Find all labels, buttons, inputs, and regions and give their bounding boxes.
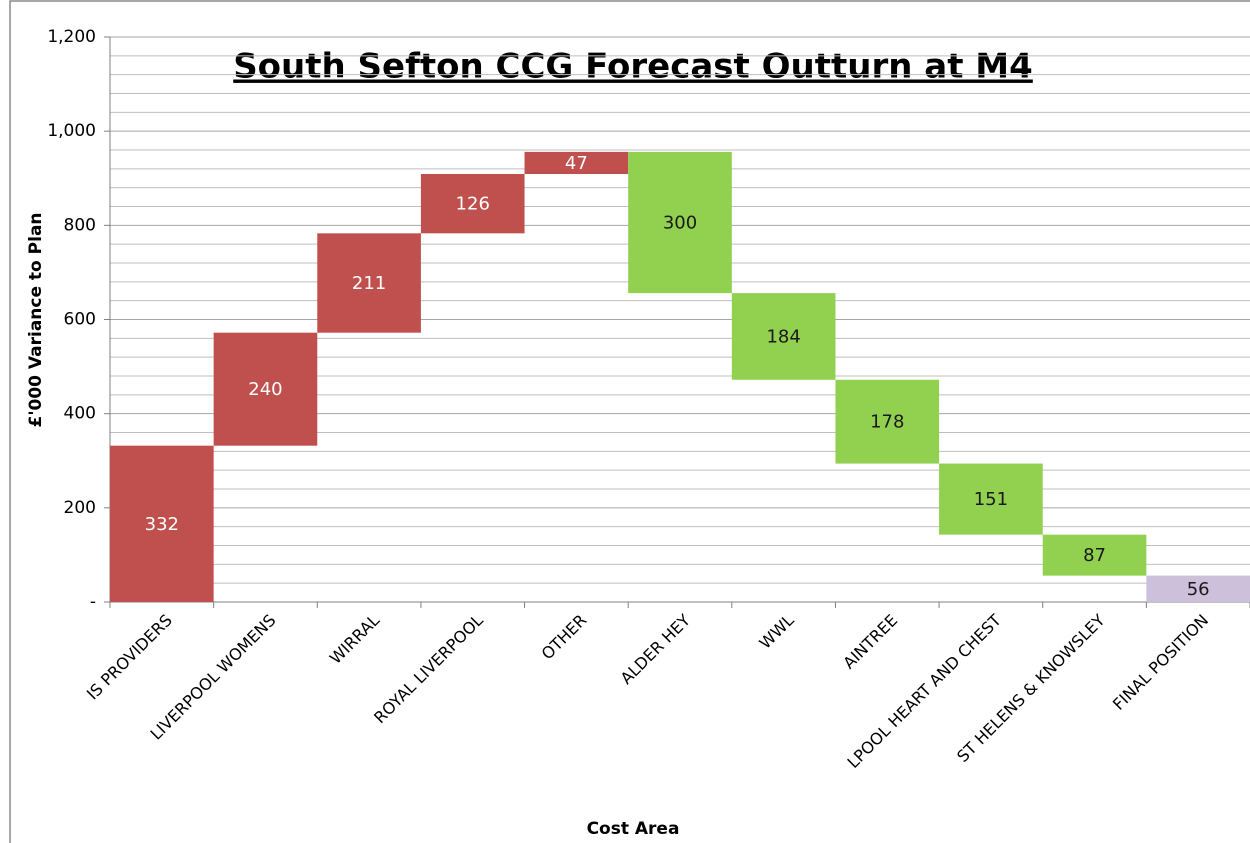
y-tick-label: 200: [64, 498, 96, 518]
value-label: 151: [974, 489, 1008, 510]
value-label: 56: [1187, 579, 1210, 600]
x-tick-label: WWL: [756, 611, 798, 653]
bar: [628, 151, 732, 294]
bar: [420, 174, 525, 234]
y-tick-label: 1,000: [47, 121, 96, 141]
bar: [1146, 575, 1250, 602]
y-tick-label: 400: [64, 404, 96, 424]
y-tick-label: 800: [64, 215, 96, 235]
bar: [317, 233, 421, 333]
y-tick-label: 600: [64, 310, 96, 330]
y-tick-label: 1,200: [47, 27, 96, 47]
bar: [731, 293, 836, 380]
bar: [835, 379, 940, 464]
value-label: 300: [663, 213, 697, 234]
y-tick-label: -: [90, 592, 96, 612]
bar: [524, 151, 629, 175]
chart-title: South Sefton CCG Forecast Outturn at M4: [233, 47, 1033, 87]
value-label: 126: [456, 194, 490, 215]
value-label: 178: [870, 412, 904, 433]
bar: [1042, 534, 1147, 576]
value-label: 47: [565, 153, 588, 174]
value-label: 211: [352, 273, 386, 294]
x-tick-label: WIRRAL: [326, 611, 383, 668]
x-tick-label: FINAL POSITION: [1109, 611, 1212, 714]
bar: [939, 463, 1043, 535]
x-tick-label: ALDER HEY: [617, 610, 695, 688]
chart-border: [9, 0, 1250, 843]
x-tick-label: OTHER: [538, 611, 591, 664]
x-tick-label: ROYAL LIVERPOOL: [370, 611, 487, 728]
x-axis-title: Cost Area: [587, 819, 680, 839]
y-axis-title: £'000 Variance to Plan: [26, 212, 46, 427]
bar: [213, 332, 318, 446]
value-label: 87: [1083, 545, 1106, 566]
x-tick-label: AINTREE: [839, 611, 901, 673]
value-label: 184: [766, 326, 800, 347]
bar: [110, 445, 214, 602]
x-tick-label: IS PROVIDERS: [83, 611, 176, 704]
value-label: 240: [248, 379, 282, 400]
value-label: 332: [145, 514, 179, 535]
